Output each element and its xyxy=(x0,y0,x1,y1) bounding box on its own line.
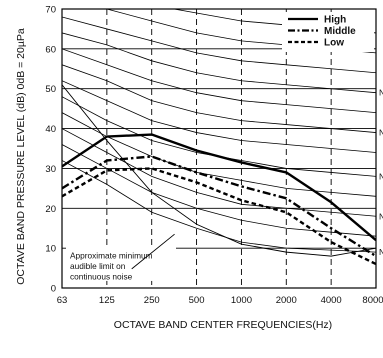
nc-end-labels: N N N N N xyxy=(379,88,383,257)
annotation-leader xyxy=(131,233,175,270)
x-tick-label: 2000 xyxy=(276,295,297,306)
y-tick-label: 10 xyxy=(45,244,56,255)
series-lines xyxy=(62,133,376,266)
y-tick-label: 0 xyxy=(51,284,56,295)
nc-end-label: N xyxy=(379,211,383,221)
y-tick-label: 40 xyxy=(45,124,56,135)
annotation: Approximate minimum audible limit on con… xyxy=(66,233,176,282)
series-line-low xyxy=(62,167,376,266)
nc-end-label: N xyxy=(379,171,383,181)
nc-end-label: N xyxy=(379,88,383,98)
series-line-middle xyxy=(62,155,376,258)
audible-limit-curve xyxy=(62,84,376,257)
legend: High Middle Low xyxy=(282,12,374,52)
annotation-line: Approximate minimum xyxy=(70,251,153,261)
nc-50-curve xyxy=(62,48,376,114)
nc-55-curve xyxy=(62,32,376,94)
legend-label-low: Low xyxy=(324,38,344,49)
nc-curves xyxy=(62,9,376,253)
nc-30-curve xyxy=(62,112,376,197)
tick-labels: 0 10 20 30 40 50 60 70 63 125 250 500 1000 2000 4000 80… xyxy=(45,5,383,307)
x-axis-label: OCTAVE BAND CENTER FREQUENCIES(Hz) xyxy=(114,319,332,331)
y-tick-label: 30 xyxy=(45,164,56,175)
y-tick-label: 20 xyxy=(45,204,56,215)
y-tick-label: 60 xyxy=(45,44,56,55)
nc-45-curve xyxy=(62,64,376,133)
legend-label-middle: Middle xyxy=(324,26,356,37)
annotation-line: continuous noise xyxy=(70,272,133,282)
y-axis-label: OCTAVE BAND PRESSURE LEVEL (dB) 0dB = 20… xyxy=(15,28,27,285)
nc-20-curve xyxy=(62,144,376,237)
x-tick-label: 250 xyxy=(144,295,160,306)
x-tick-label: 63 xyxy=(57,295,68,306)
y-tick-label: 50 xyxy=(45,84,56,95)
series-line-high xyxy=(62,133,376,242)
nc-25-curve xyxy=(62,128,376,217)
x-tick-label: 1000 xyxy=(231,295,252,306)
annotation-background xyxy=(66,246,176,281)
legend-label-high: High xyxy=(324,15,346,26)
x-tick-label: 125 xyxy=(99,295,115,306)
x-tick-label: 4000 xyxy=(321,295,342,306)
nc-end-label: N xyxy=(379,247,383,257)
nc-40-curve xyxy=(62,80,376,153)
audible-limit xyxy=(62,84,376,257)
annotation-line: audible limit on xyxy=(70,261,126,271)
nc-15-curve xyxy=(62,160,376,253)
nc-60-curve xyxy=(62,16,376,74)
y-tick-label: 70 xyxy=(45,5,56,16)
x-tick-label: 8000 xyxy=(362,295,383,306)
plot-frame xyxy=(61,8,377,289)
nc-end-label: N xyxy=(379,128,383,138)
x-tick-label: 500 xyxy=(189,295,205,306)
